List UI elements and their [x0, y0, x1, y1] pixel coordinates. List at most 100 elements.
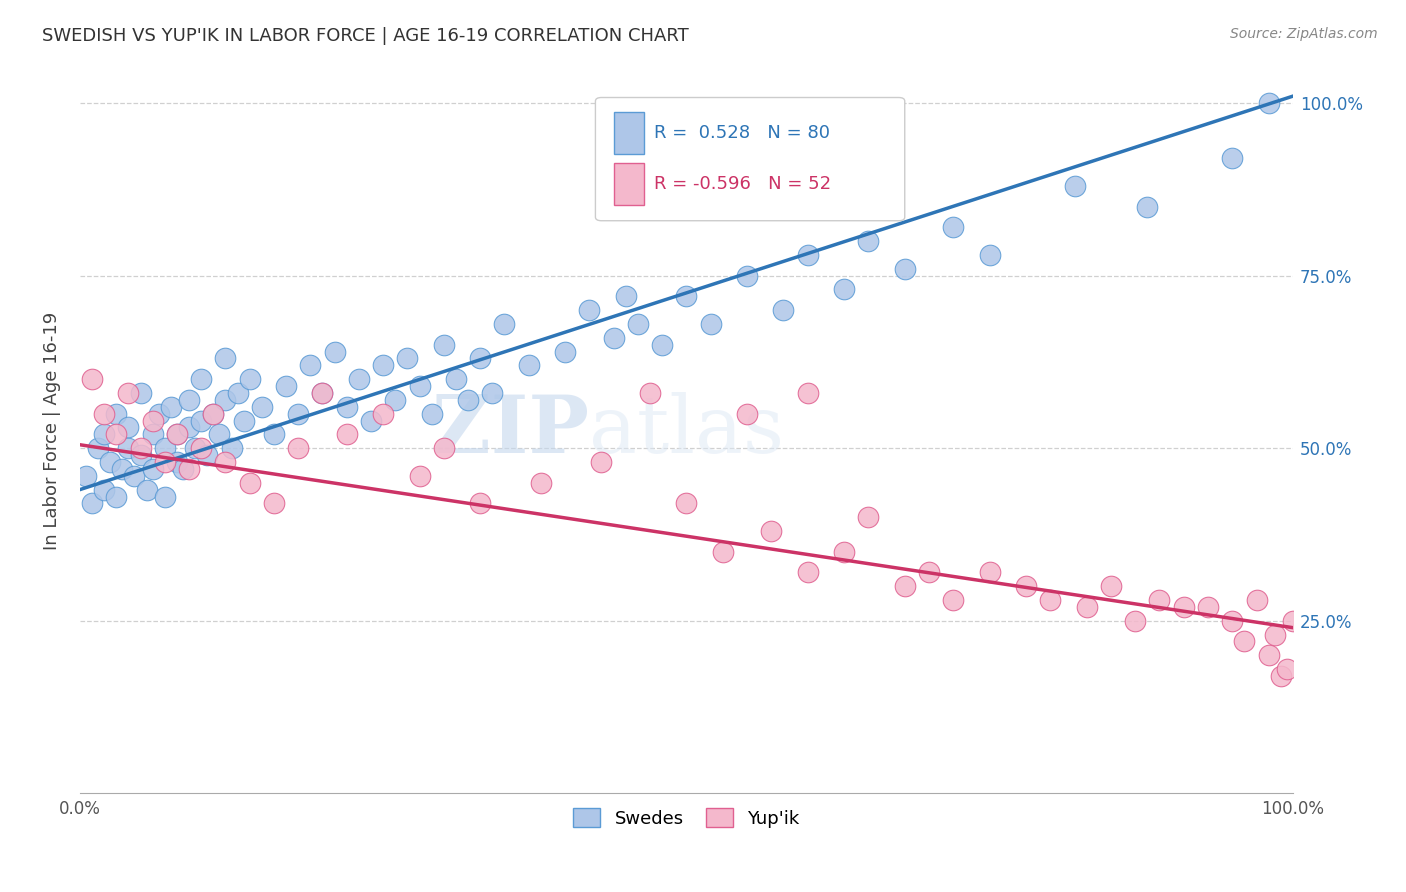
Legend: Swedes, Yup'ik: Swedes, Yup'ik — [567, 801, 807, 835]
Point — [129, 386, 152, 401]
Point — [239, 372, 262, 386]
Point — [373, 359, 395, 373]
Point — [735, 407, 758, 421]
Point — [148, 407, 170, 421]
Text: SWEDISH VS YUP'IK IN LABOR FORCE | AGE 16-19 CORRELATION CHART: SWEDISH VS YUP'IK IN LABOR FORCE | AGE 1… — [42, 27, 689, 45]
Point — [1220, 614, 1243, 628]
Point — [142, 462, 165, 476]
Y-axis label: In Labor Force | Age 16-19: In Labor Force | Age 16-19 — [44, 312, 60, 550]
Point — [1076, 599, 1098, 614]
Point — [177, 392, 200, 407]
Point — [214, 392, 236, 407]
Point — [651, 337, 673, 351]
Text: ZIP: ZIP — [433, 392, 589, 470]
Point — [172, 462, 194, 476]
Point — [444, 372, 467, 386]
Point — [832, 545, 855, 559]
Point — [396, 351, 419, 366]
Point — [80, 372, 103, 386]
Point — [494, 317, 516, 331]
Point — [239, 475, 262, 490]
Point — [263, 496, 285, 510]
Point — [832, 282, 855, 296]
Point — [336, 427, 359, 442]
Point — [160, 400, 183, 414]
Point — [638, 386, 661, 401]
Point — [796, 566, 818, 580]
Point — [796, 386, 818, 401]
Point — [1015, 579, 1038, 593]
Point — [1136, 200, 1159, 214]
FancyBboxPatch shape — [613, 112, 644, 153]
Point — [311, 386, 333, 401]
Point — [470, 496, 492, 510]
Point — [190, 414, 212, 428]
Point — [117, 441, 139, 455]
Point — [93, 407, 115, 421]
Point — [517, 359, 540, 373]
Point — [591, 455, 613, 469]
Point — [699, 317, 721, 331]
Point — [274, 379, 297, 393]
Point — [627, 317, 650, 331]
Text: R = -0.596   N = 52: R = -0.596 N = 52 — [654, 175, 831, 194]
Point — [578, 303, 600, 318]
Text: atlas: atlas — [589, 392, 785, 470]
Point — [221, 441, 243, 455]
Point — [87, 441, 110, 455]
Point — [761, 524, 783, 538]
Point — [153, 455, 176, 469]
Point — [1039, 593, 1062, 607]
Point — [942, 593, 965, 607]
Point — [80, 496, 103, 510]
Point — [135, 483, 157, 497]
Point — [208, 427, 231, 442]
Point — [202, 407, 225, 421]
Point — [1270, 669, 1292, 683]
Point — [1257, 648, 1279, 663]
Point — [323, 344, 346, 359]
Point — [481, 386, 503, 401]
Point — [1257, 96, 1279, 111]
Point — [711, 545, 734, 559]
Point — [202, 407, 225, 421]
FancyBboxPatch shape — [595, 97, 904, 220]
Point — [614, 289, 637, 303]
Point — [93, 427, 115, 442]
Point — [299, 359, 322, 373]
Point — [124, 468, 146, 483]
Point — [93, 483, 115, 497]
Point — [1233, 634, 1256, 648]
Point — [360, 414, 382, 428]
Point — [420, 407, 443, 421]
Text: R =  0.528   N = 80: R = 0.528 N = 80 — [654, 124, 830, 142]
Point — [675, 496, 697, 510]
Point — [98, 455, 121, 469]
Point — [142, 427, 165, 442]
Point — [177, 462, 200, 476]
Point — [408, 468, 430, 483]
Point — [384, 392, 406, 407]
Point — [408, 379, 430, 393]
Point — [166, 427, 188, 442]
Point — [1123, 614, 1146, 628]
Point — [942, 220, 965, 235]
Point — [166, 455, 188, 469]
Point — [1246, 593, 1268, 607]
Point — [105, 427, 128, 442]
Point — [153, 441, 176, 455]
Point — [250, 400, 273, 414]
Point — [433, 337, 456, 351]
Point — [1220, 151, 1243, 165]
Point — [433, 441, 456, 455]
Point — [858, 510, 880, 524]
Point — [554, 344, 576, 359]
Point — [1173, 599, 1195, 614]
Point — [287, 407, 309, 421]
Point — [979, 566, 1001, 580]
Point — [1099, 579, 1122, 593]
Point — [190, 372, 212, 386]
Point — [918, 566, 941, 580]
Point — [75, 468, 97, 483]
Point — [347, 372, 370, 386]
